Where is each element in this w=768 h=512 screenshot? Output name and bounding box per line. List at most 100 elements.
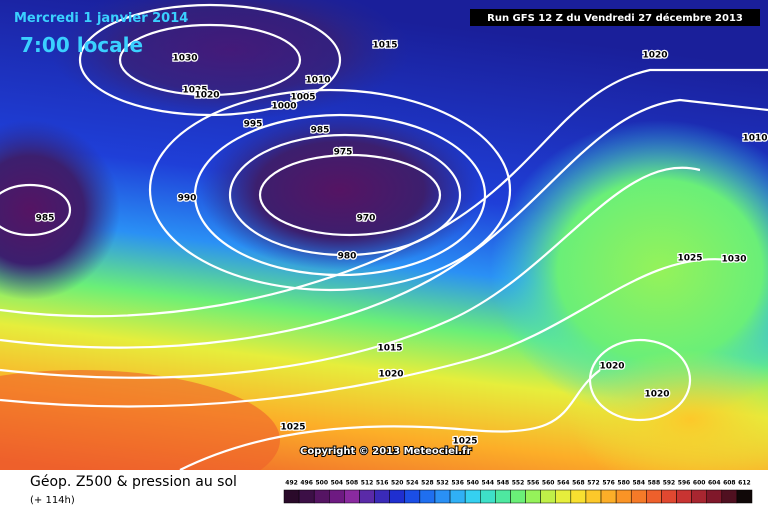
isobar: [0, 183, 72, 237]
isobar-label: 970: [357, 214, 376, 224]
colorbar-swatch: [706, 489, 723, 504]
colorbar-swatch: [434, 489, 451, 504]
date: Mercredi 1 janvier 2014: [14, 11, 188, 26]
colorbar-label: 552: [512, 480, 525, 487]
copyright: Copyright © 2013 Meteociel.fr: [300, 446, 471, 457]
colorbar-label: 556: [527, 480, 540, 487]
isobar-label: 1025: [182, 86, 207, 96]
map-area: [0, 120, 120, 300]
isobar: [179, 369, 601, 471]
isobar-label: 985: [311, 126, 330, 136]
isobar-label: 980: [338, 252, 357, 262]
colorbar-label: 572: [587, 480, 600, 487]
colorbar-label: 548: [497, 480, 510, 487]
isobar: [0, 166, 701, 379]
colorbar-label: 564: [557, 480, 570, 487]
colorbar-swatch: [389, 489, 406, 504]
colorbar-swatch: [721, 489, 738, 504]
colorbar-swatch: [646, 489, 662, 504]
colorbar-swatch: [344, 489, 360, 504]
colorbar-swatch: [525, 489, 541, 504]
colorbar-label: 508: [346, 480, 359, 487]
colorbar-swatch: [736, 489, 753, 504]
colorbar-label: 512: [361, 480, 374, 487]
isobar: [78, 3, 342, 117]
isobar: [588, 338, 692, 422]
colorbar: 492 496 500 504 508 512 516 520 524 528 532 536 540 5…: [283, 480, 753, 504]
contours: [0, 3, 768, 471]
colorbar-swatch: [691, 489, 707, 504]
colorbar-label: 540: [466, 480, 479, 487]
colorbar-swatch: [555, 489, 572, 504]
isobar-label: 1005: [290, 93, 315, 103]
run-info: Run GFS 12 Z du Vendredi 27 décembre 201…: [487, 12, 743, 24]
colorbar-label: 584: [633, 480, 646, 487]
colorbar-swatch: [480, 489, 496, 504]
isobar-label: 1020: [194, 91, 219, 101]
isobar-label: 975: [334, 148, 353, 158]
isobar-label: 1010: [305, 76, 330, 86]
isobar: [0, 258, 731, 408]
colorbar-swatch: [298, 489, 315, 504]
isobar-label: 1025: [280, 423, 305, 433]
colorbar-swatch: [419, 489, 436, 504]
colorbar-label: 604: [708, 480, 721, 487]
colorbar-label: 492: [285, 480, 298, 487]
isobar-label: 1020: [378, 370, 403, 380]
isobar: [0, 68, 768, 318]
colorbar-swatch: [404, 489, 421, 504]
isobar-label: 1020: [599, 362, 624, 372]
colorbar-swatch: [510, 489, 526, 504]
isobar-label: 1030: [721, 255, 746, 265]
colorbar-swatch: [600, 489, 617, 504]
colorbar-label: 544: [482, 480, 495, 487]
colorbar-label: 536: [451, 480, 464, 487]
isobar: [228, 133, 462, 257]
colorbar-swatch: [329, 489, 345, 504]
colorbar-label: 596: [678, 480, 691, 487]
colorbar-swatch: [630, 489, 647, 504]
colorbar-swatch: [495, 489, 511, 504]
isobar-label: 985: [36, 214, 55, 224]
colorbar-label: 528: [421, 480, 434, 487]
isobar: [258, 153, 442, 237]
isobar-labels: 1030102510201015101010051000995985975970…: [34, 39, 768, 448]
colorbar-label: 524: [406, 480, 419, 487]
colorbar-swatch: [615, 489, 632, 504]
colorbar-label: 608: [723, 480, 736, 487]
colorbar-label: 576: [602, 480, 615, 487]
colorbar-label: 612: [738, 480, 751, 487]
colorbar-label: 500: [315, 480, 328, 487]
colorbar-label: 568: [572, 480, 585, 487]
colorbar-swatch: [661, 489, 677, 504]
isobar-label: 1020: [642, 51, 667, 61]
lead-time: (+ 114h): [30, 495, 75, 506]
colorbar-label: 560: [542, 480, 555, 487]
isobar-label: 1020: [644, 390, 669, 400]
colorbar-swatch: [464, 489, 481, 504]
isobar-label: 1030: [172, 54, 197, 64]
footer-title: Géop. Z500 & pression au sol: [30, 474, 237, 490]
map-area: [490, 120, 768, 420]
colorbar-swatch: [449, 489, 466, 504]
isobar-label: 1025: [452, 437, 477, 447]
isobar: [118, 23, 302, 97]
map-area: [570, 350, 768, 490]
run-box: [470, 9, 760, 26]
colorbar-label: 520: [391, 480, 404, 487]
isobar-label: 1010: [742, 134, 767, 144]
colorbar-swatch: [374, 489, 390, 504]
colorbar-swatch: [570, 489, 587, 504]
colorbar-label: 496: [300, 480, 313, 487]
colorbar-swatch: [313, 489, 330, 504]
isobar-label: 1015: [372, 41, 397, 51]
isobar-label: 1000: [271, 102, 296, 112]
colorbar-swatch: [585, 489, 602, 504]
colorbar-swatch: [676, 489, 692, 504]
colorbar-label: 592: [663, 480, 676, 487]
colorbar-swatch: [540, 489, 556, 504]
isobar: [0, 98, 768, 349]
colorbar-label: 516: [376, 480, 389, 487]
